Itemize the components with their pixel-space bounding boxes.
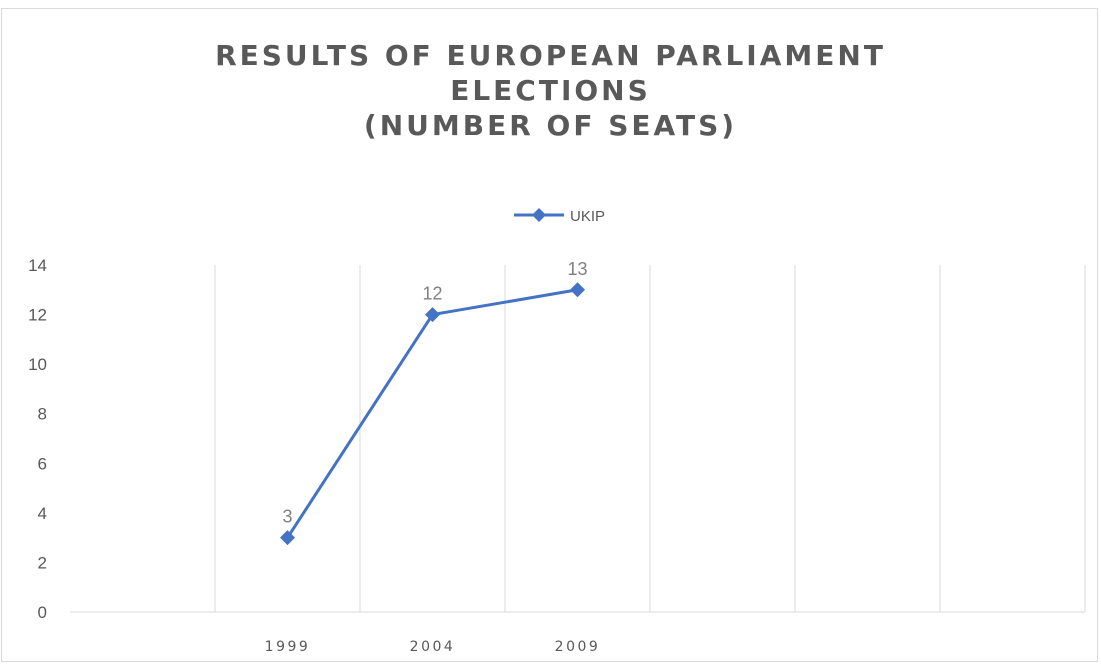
series-line [286,288,578,539]
y-tick-label: 2 [38,553,47,572]
y-tick-label: 14 [28,256,47,275]
data-label: 13 [567,259,587,279]
data-point-marker [570,282,585,298]
chart-area [1,8,1098,662]
y-tick-label: 4 [38,504,47,523]
y-axis: 0 2 4 6 8 10 12 14 [28,256,47,622]
chart-title-line-1: RESULTS OF EUROPEAN PARLIAMENT [215,39,886,72]
x-axis: 1999 2004 2009 [265,639,601,655]
data-point-marker [280,530,295,546]
chart-title: RESULTS OF EUROPEAN PARLIAMENT ELECTIONS… [0,38,1101,143]
x-tick-label: 2009 [555,639,601,655]
y-tick-label: 12 [28,306,47,325]
data-point-marker [425,307,440,323]
data-label: 12 [422,284,442,304]
data-label: 3 [282,507,292,527]
legend-marker [532,208,546,222]
series-ukip [280,282,585,546]
y-tick-label: 8 [38,405,47,424]
legend-label-ukip: UKIP [570,208,605,225]
chart-title-line-2: ELECTIONS [450,74,651,107]
y-tick-label: 6 [38,454,47,473]
x-tick-label: 1999 [265,639,311,655]
data-labels: 3 12 13 [282,259,587,527]
chart-title-line-3: (NUMBER OF SEATS) [363,109,738,142]
y-tick-label: 10 [28,355,47,374]
gridlines [70,265,1086,613]
x-tick-label: 2004 [410,639,456,655]
y-tick-label: 0 [38,603,47,622]
legend: UKIP [514,208,605,225]
